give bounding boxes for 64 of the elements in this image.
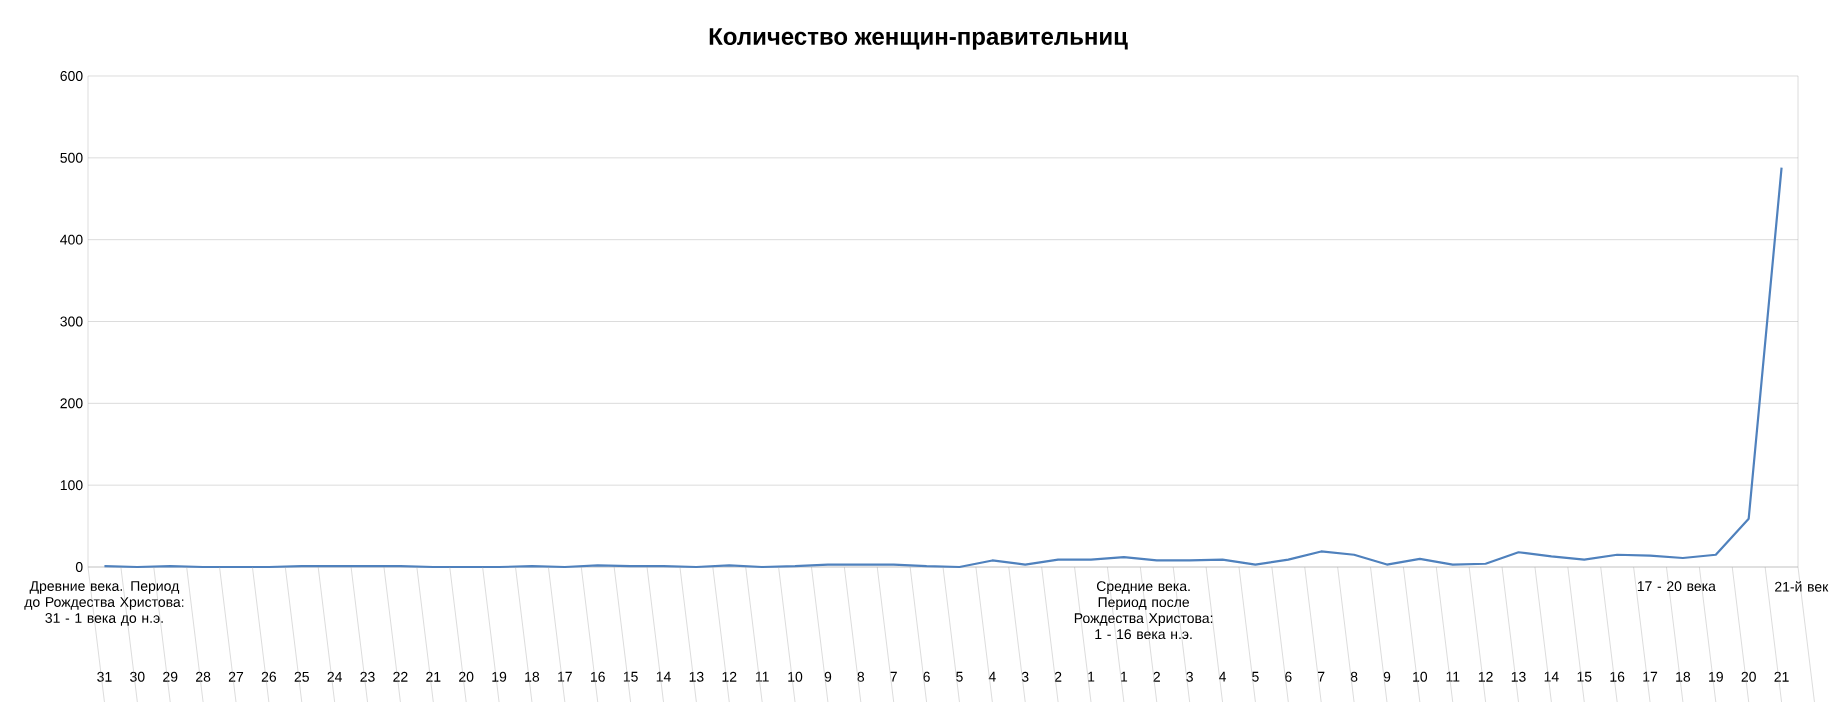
x-tick-label: 3: [1021, 671, 1029, 682]
x-tick-label: 4: [988, 671, 996, 682]
x-tick-label: 21: [1774, 671, 1789, 682]
x-tick-label: 19: [492, 671, 507, 682]
x-tick-label: 11: [1446, 671, 1460, 682]
x-tick-label: 17: [1643, 671, 1658, 682]
x-tick-label: 25: [294, 671, 309, 682]
x-tick-label: 2: [1153, 671, 1160, 682]
x-tick-label: 9: [824, 671, 832, 682]
y-tick-label: 400: [60, 234, 83, 245]
x-tick-label: 16: [590, 671, 605, 682]
x-tick-label: 5: [956, 671, 963, 682]
x-tick-label: 11: [755, 671, 769, 682]
x-tick-label: 15: [623, 671, 638, 682]
x-tick-label: 7: [890, 671, 897, 682]
x-tick-label: 22: [393, 671, 408, 682]
x-tick-label: 14: [1544, 671, 1559, 682]
text: Средние века. Период после Рождества Христова: 1 - 16 века н.э.: [1074, 581, 1213, 640]
x-tick-label: 6: [1285, 671, 1292, 682]
x-tick-label: 18: [1676, 671, 1691, 682]
x-tick-label: 12: [722, 671, 737, 682]
x-tick-label: 19: [1709, 671, 1723, 682]
x-tick-label: 23: [360, 671, 375, 682]
x-tick-label: 1: [1088, 671, 1095, 682]
x-tick-label: 30: [130, 671, 145, 682]
y-tick-label: 0: [75, 562, 83, 572]
x-tick-label: 16: [1610, 671, 1625, 682]
x-tick-label: 21: [426, 671, 441, 682]
y-tick-label: 200: [60, 398, 83, 409]
x-tick-label: 3: [1186, 671, 1193, 682]
x-tick-label: 20: [459, 671, 474, 682]
x-tick-label: 17: [558, 671, 572, 682]
x-tick-label: 31: [97, 671, 112, 682]
x-tick-label: 13: [1511, 671, 1526, 682]
x-tick-label: 10: [788, 671, 803, 682]
chart-title: Количество женщин-правительниц: [709, 28, 1128, 50]
x-tick-label: 26: [261, 671, 277, 682]
x-tick-label: 24: [327, 671, 343, 682]
x-tick-label: 8: [857, 671, 865, 682]
x-tick-label: 13: [689, 671, 704, 682]
x-tick-label: 4: [1218, 671, 1227, 682]
x-tick-label: 6: [923, 671, 930, 682]
x-tick-label: 7: [1318, 671, 1325, 682]
y-tick-label: 600: [60, 71, 83, 81]
x-tick-label: 5: [1252, 671, 1259, 682]
text: 21-й век: [1775, 581, 1829, 592]
x-tick-label: 27: [228, 671, 244, 682]
x-tick-label: 15: [1577, 671, 1592, 682]
text: 17 - 20 века: [1637, 581, 1716, 592]
x-tick-label: 20: [1741, 671, 1756, 682]
x-tick-label: 29: [163, 671, 178, 682]
x-tick-label: 14: [656, 671, 671, 682]
x-tick-label: 10: [1413, 671, 1428, 682]
x-tick-label: 1: [1121, 671, 1128, 682]
y-tick-label: 500: [60, 152, 83, 163]
x-tick-label: 28: [196, 671, 211, 682]
x-tick-label: 18: [525, 671, 540, 682]
x-tick-label: 12: [1478, 671, 1493, 682]
x-tick-label: 2: [1054, 671, 1062, 682]
y-tick-label: 100: [60, 480, 83, 491]
text: Древние века. Период до Рождества Христова: 31 - 1 века до н.э.: [24, 581, 184, 626]
x-tick-label: 9: [1383, 671, 1391, 682]
y-tick-label: 300: [60, 316, 83, 327]
x-tick-label: 8: [1350, 671, 1358, 682]
